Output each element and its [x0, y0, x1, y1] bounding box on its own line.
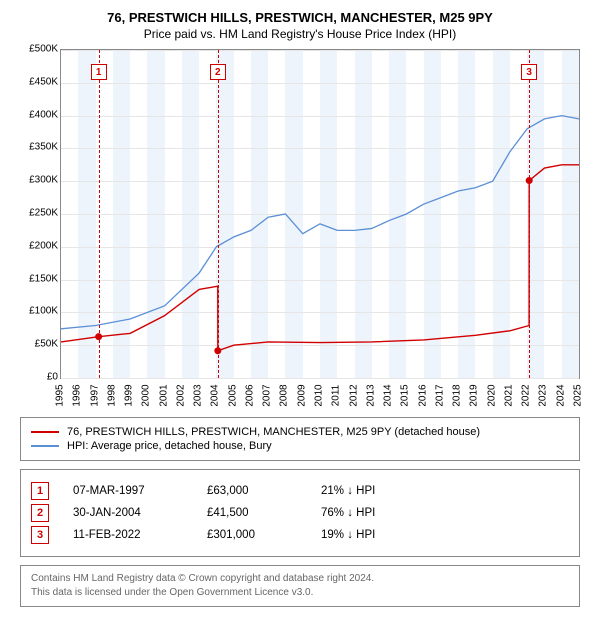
transaction-row: 3 11-FEB-2022 £301,000 19% ↓ HPI	[31, 526, 569, 544]
x-tick-label: 1997	[89, 384, 100, 406]
x-tick-label: 2024	[555, 384, 566, 406]
transaction-row: 1 07-MAR-1997 £63,000 21% ↓ HPI	[31, 482, 569, 500]
footer-attribution: Contains HM Land Registry data © Crown c…	[20, 565, 580, 607]
legend-label: 76, PRESTWICH HILLS, PRESTWICH, MANCHEST…	[67, 426, 480, 438]
legend: 76, PRESTWICH HILLS, PRESTWICH, MANCHEST…	[20, 417, 580, 461]
y-tick-label: £450K	[20, 76, 58, 87]
x-tick-label: 2022	[521, 384, 532, 406]
x-tick-label: 2009	[296, 384, 307, 406]
x-tick-label: 2005	[227, 384, 238, 406]
y-tick-label: £500K	[20, 44, 58, 55]
x-tick-label: 2021	[503, 384, 514, 406]
transaction-price: £41,500	[207, 507, 297, 519]
legend-row: 76, PRESTWICH HILLS, PRESTWICH, MANCHEST…	[31, 426, 569, 438]
event-vline	[218, 50, 219, 378]
x-tick-label: 2013	[365, 384, 376, 406]
chart-container: 1 2 3 £0 £50K £100K £150K £200K £250K £300K £350K…	[20, 49, 580, 409]
chart-svg	[61, 50, 579, 378]
legend-row: HPI: Average price, detached house, Bury	[31, 440, 569, 452]
x-tick-label: 2023	[538, 384, 549, 406]
x-tick-label: 2006	[244, 384, 255, 406]
transaction-delta: 21% ↓ HPI	[321, 485, 375, 497]
y-tick-label: £400K	[20, 109, 58, 120]
transaction-marker: 3	[31, 526, 49, 544]
x-tick-label: 2002	[175, 384, 186, 406]
x-tick-label: 1996	[72, 384, 83, 406]
x-tick-label: 2010	[314, 384, 325, 406]
x-tick-label: 2011	[331, 385, 342, 407]
x-tick-label: 2000	[141, 384, 152, 406]
transaction-date: 07-MAR-1997	[73, 485, 183, 497]
x-tick-label: 2008	[279, 384, 290, 406]
chart-title: 76, PRESTWICH HILLS, PRESTWICH, MANCHEST…	[10, 10, 590, 25]
x-tick-label: 2012	[348, 384, 359, 406]
legend-swatch	[31, 431, 59, 433]
x-tick-label: 2020	[486, 384, 497, 406]
event-marker: 1	[91, 64, 107, 80]
x-tick-label: 2025	[573, 384, 584, 406]
x-tick-label: 2001	[158, 384, 169, 406]
series-line	[61, 116, 579, 329]
x-tick-label: 2016	[417, 384, 428, 406]
y-tick-label: £200K	[20, 240, 58, 251]
transaction-marker: 2	[31, 504, 49, 522]
transaction-row: 2 30-JAN-2004 £41,500 76% ↓ HPI	[31, 504, 569, 522]
transactions-table: 1 07-MAR-1997 £63,000 21% ↓ HPI 2 30-JAN-2004…	[20, 469, 580, 557]
y-tick-label: £0	[20, 372, 58, 383]
transaction-delta: 19% ↓ HPI	[321, 529, 375, 541]
y-tick-label: £50K	[20, 339, 58, 350]
x-tick-label: 2017	[434, 384, 445, 406]
x-tick-label: 1999	[124, 384, 135, 406]
footer-line: This data is licensed under the Open Gov…	[31, 586, 569, 600]
legend-label: HPI: Average price, detached house, Bury	[67, 440, 272, 452]
y-tick-label: £350K	[20, 142, 58, 153]
event-marker: 2	[210, 64, 226, 80]
y-tick-label: £150K	[20, 273, 58, 284]
x-tick-label: 2018	[452, 384, 463, 406]
x-tick-label: 1995	[55, 384, 66, 406]
chart-subtitle: Price paid vs. HM Land Registry's House …	[10, 27, 590, 41]
transaction-date: 30-JAN-2004	[73, 507, 183, 519]
x-tick-label: 2003	[193, 384, 204, 406]
footer-line: Contains HM Land Registry data © Crown c…	[31, 572, 569, 586]
event-vline	[529, 50, 530, 378]
event-marker: 3	[521, 64, 537, 80]
transaction-price: £301,000	[207, 529, 297, 541]
transaction-delta: 76% ↓ HPI	[321, 507, 375, 519]
x-tick-label: 2014	[383, 384, 394, 406]
x-tick-label: 2004	[210, 384, 221, 406]
series-line	[61, 165, 579, 351]
x-tick-label: 2019	[469, 384, 480, 406]
transaction-marker: 1	[31, 482, 49, 500]
x-tick-label: 1998	[106, 384, 117, 406]
transaction-date: 11-FEB-2022	[73, 529, 183, 541]
x-tick-label: 2007	[262, 384, 273, 406]
gridline	[61, 378, 579, 379]
x-tick-label: 2015	[400, 384, 411, 406]
event-vline	[99, 50, 100, 378]
plot-area: 1 2 3	[60, 49, 580, 379]
y-tick-label: £300K	[20, 175, 58, 186]
y-tick-label: £250K	[20, 208, 58, 219]
y-tick-label: £100K	[20, 306, 58, 317]
legend-swatch	[31, 445, 59, 447]
transaction-price: £63,000	[207, 485, 297, 497]
